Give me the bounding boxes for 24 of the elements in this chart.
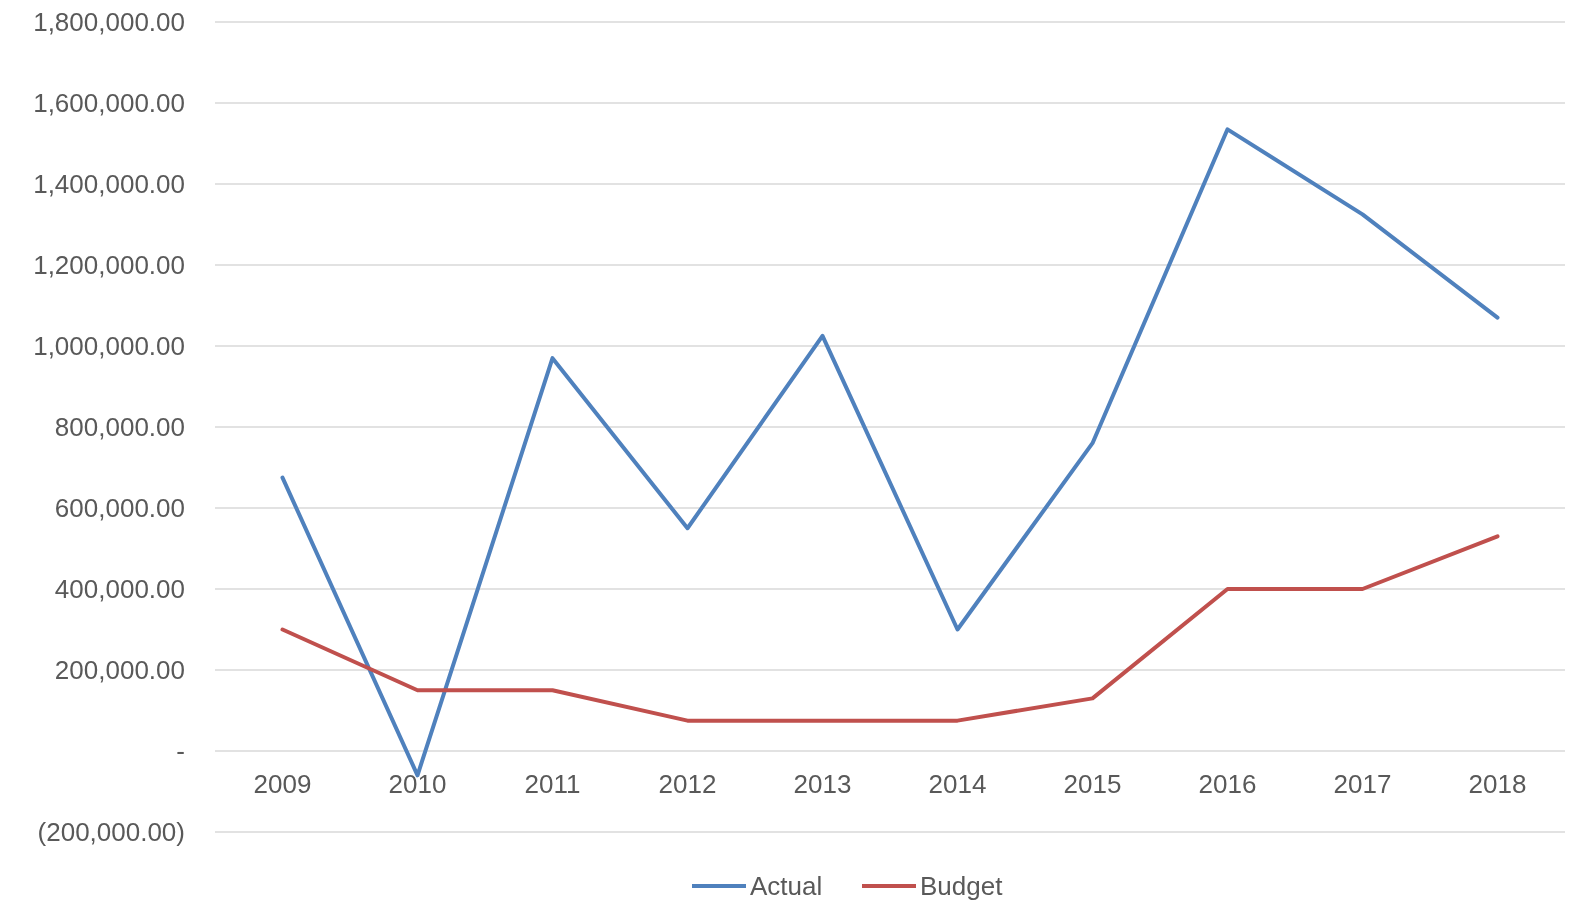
line-series bbox=[280, 534, 1500, 723]
y-tick-label: 1,600,000.00 bbox=[33, 88, 185, 119]
x-tick-label: 2012 bbox=[658, 769, 717, 799]
x-tick-label: 2013 bbox=[793, 769, 852, 799]
y-tick-label: 800,000.00 bbox=[54, 412, 185, 443]
x-tick-label: 2016 bbox=[1198, 769, 1257, 799]
x-tick-label: 2017 bbox=[1333, 769, 1392, 799]
y-tick-label: 1,200,000.00 bbox=[33, 250, 185, 281]
x-tick-label: 2009 bbox=[253, 769, 312, 799]
x-tick-label: 2010 bbox=[388, 769, 447, 799]
x-tick-label: 2011 bbox=[524, 769, 581, 799]
y-tick-label: (200,000.00) bbox=[37, 817, 185, 848]
y-tick-label: 400,000.00 bbox=[54, 574, 185, 605]
y-tick-label: - bbox=[176, 736, 185, 767]
y-tick-label: 600,000.00 bbox=[54, 493, 185, 524]
y-tick-label: 1,800,000.00 bbox=[33, 7, 185, 38]
x-tick-label: 2014 bbox=[928, 769, 987, 799]
x-tick-label: 2015 bbox=[1063, 769, 1122, 799]
x-tick-label: 2018 bbox=[1468, 769, 1527, 799]
legend-label: Budget bbox=[920, 871, 1004, 901]
y-tick-label: 1,000,000.00 bbox=[33, 331, 185, 362]
y-tick-label: 1,400,000.00 bbox=[33, 169, 185, 200]
legend-label: Actual bbox=[750, 871, 823, 901]
y-tick-label: 200,000.00 bbox=[54, 655, 185, 686]
